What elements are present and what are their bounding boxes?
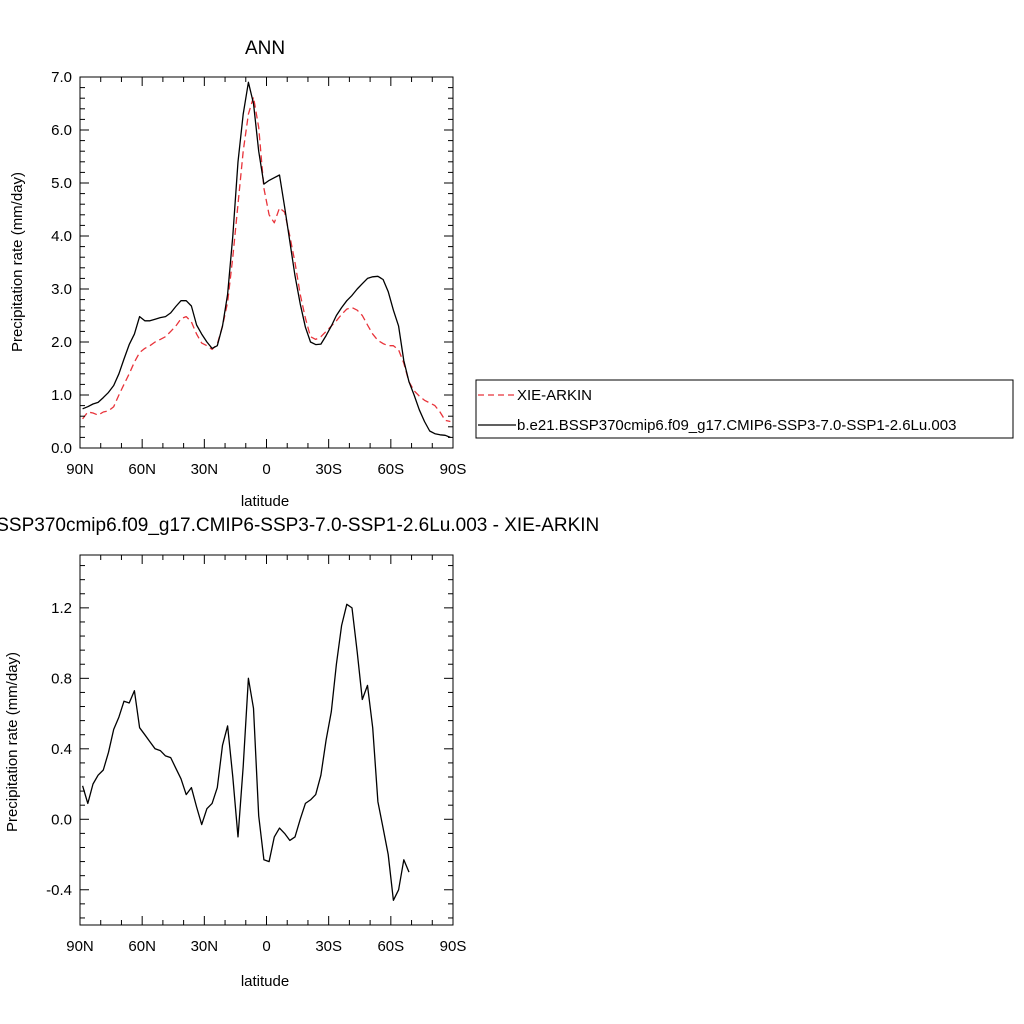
chart-title: ANN	[245, 38, 285, 59]
y-tick-label: 1.0	[51, 387, 72, 404]
series-layer	[81, 603, 410, 901]
x-tick-label: 90S	[440, 461, 467, 478]
y-tick-label: 0.0	[51, 440, 72, 457]
y-tick-label: 5.0	[51, 175, 72, 192]
x-tick-label: 30N	[191, 461, 219, 478]
legend-label-xie-arkin: XIE-ARKIN	[517, 387, 592, 404]
y-tick-label: 3.0	[51, 281, 72, 298]
x-tick-label: 0	[262, 938, 270, 955]
x-tick-label: 90N	[66, 461, 94, 478]
y-tick-label: 4.0	[51, 228, 72, 245]
precipitation-panel: ANN 90N 60N 30N 0 30S 60S 90S 0.0 1.0 2.0 3.0 4.0 5.…	[9, 38, 466, 510]
x-tick-label: 0	[262, 461, 270, 478]
x-tick-label: 90S	[440, 938, 467, 955]
x-tick-label: 30S	[315, 461, 342, 478]
y-tick-label: 0.0	[51, 811, 72, 828]
plot-frame	[79, 554, 454, 926]
x-tick-label: 60S	[377, 938, 404, 955]
y-tick-label: 7.0	[51, 69, 72, 86]
y-tick-label: 0.8	[51, 670, 72, 687]
difference-panel: b.e21.BSSP370cmip6.f09_g17.CMIP6-SSP3-7.…	[0, 515, 599, 990]
legend-label-model: b.e21.BSSP370cmip6.f09_g17.CMIP6-SSP3-7.…	[517, 417, 956, 434]
x-axis-label: latitude	[241, 973, 289, 990]
y-tick-label: 6.0	[51, 122, 72, 139]
y-tick-label: -0.4	[46, 882, 72, 899]
x-tick-label: 60N	[128, 938, 156, 955]
series-line-0	[81, 603, 410, 901]
x-tick-label: 30N	[191, 938, 219, 955]
legend: XIE-ARKIN b.e21.BSSP370cmip6.f09_g17.CMI…	[475, 379, 1014, 439]
y-axis-label: Precipitation rate (mm/day)	[4, 652, 21, 832]
y-axis-label: Precipitation rate (mm/day)	[9, 172, 26, 352]
x-axis-label: latitude	[241, 493, 289, 510]
axes-layer: 90N 60N 30N 0 30S 60S 90S 0.0 1.0 2.0 3.0 4.0 5.0 6.0…	[51, 69, 466, 478]
x-tick-label: 90N	[66, 938, 94, 955]
axes-layer: 90N 60N 30N 0 30S 60S 90S -0.4 0.0 0.4 0.8 1.2	[46, 555, 466, 955]
chart-title: b.e21.BSSP370cmip6.f09_g17.CMIP6-SSP3-7.…	[0, 515, 599, 536]
x-tick-label: 60S	[377, 461, 404, 478]
series-line-1	[82, 81, 451, 439]
x-tick-label: 60N	[128, 461, 156, 478]
plot-frame	[79, 76, 454, 449]
x-tick-label: 30S	[315, 938, 342, 955]
y-tick-label: 1.2	[51, 600, 72, 617]
series-line-0	[82, 96, 451, 423]
y-tick-label: 0.4	[51, 741, 72, 758]
series-layer	[82, 81, 451, 439]
legend-box	[475, 379, 1014, 439]
y-tick-label: 2.0	[51, 334, 72, 351]
